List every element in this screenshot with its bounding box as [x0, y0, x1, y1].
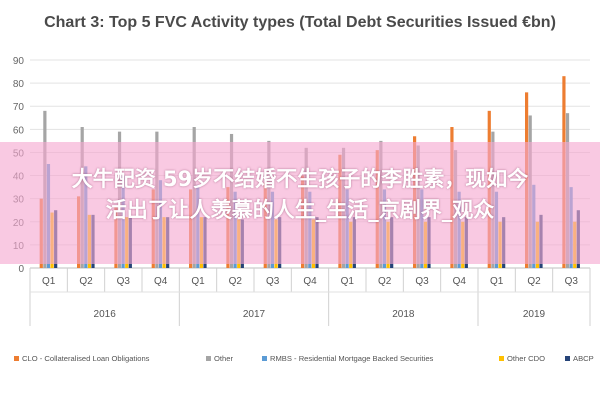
overlay-caption-line-1: 大牛配资 59岁不结婚不生孩子的李胜素，现如今: [71, 167, 529, 191]
legend-entry: ABCP: [573, 354, 594, 363]
legend-entry: CLO - Collateralised Loan Obligations: [22, 354, 150, 363]
x-tick-label: Q2: [527, 276, 541, 287]
x-tick-label: Q4: [154, 276, 168, 287]
legend-swatch: [565, 356, 570, 361]
overlay-banner: [0, 142, 600, 264]
year-label: 2018: [392, 309, 415, 320]
legend-entry: RMBS - Residential Mortgage Backed Secur…: [270, 354, 434, 363]
year-label: 2019: [523, 309, 546, 320]
x-tick-label: Q3: [117, 276, 131, 287]
y-tick-label: 90: [13, 56, 25, 67]
legend-swatch: [499, 356, 504, 361]
x-tick-label: Q2: [79, 276, 93, 287]
overlay-caption-line-2: 活出了让人羡慕的人生_生活_京剧界_观众: [105, 198, 495, 222]
y-tick-label: 60: [13, 125, 25, 136]
legend-swatch: [14, 356, 19, 361]
y-tick-label: 70: [13, 102, 25, 113]
x-tick-label: Q3: [266, 276, 280, 287]
x-tick-label: Q1: [191, 276, 205, 287]
legend-entry: Other: [214, 354, 233, 363]
x-tick-label: Q3: [565, 276, 579, 287]
y-tick-label: 80: [13, 79, 25, 90]
x-tick-label: Q1: [341, 276, 355, 287]
y-tick-label: 0: [18, 264, 24, 275]
x-tick-label: Q2: [229, 276, 243, 287]
legend-swatch: [262, 356, 267, 361]
x-tick-label: Q3: [415, 276, 429, 287]
legend-entry: Other CDO: [507, 354, 545, 363]
overlay-caption[interactable]: 大牛配资 59岁不结婚不生孩子的李胜素，现如今 活出了让人羡慕的人生_生活_京剧…: [0, 164, 600, 226]
legend-swatch: [206, 356, 211, 361]
x-tick-label: Q1: [490, 276, 504, 287]
year-label: 2017: [243, 309, 266, 320]
x-tick-label: Q1: [42, 276, 56, 287]
x-tick-label: Q4: [303, 276, 317, 287]
year-label: 2016: [94, 309, 117, 320]
chart-title: Chart 3: Top 5 FVC Activity types (Total…: [44, 14, 556, 31]
x-tick-label: Q2: [378, 276, 392, 287]
x-tick-label: Q4: [453, 276, 467, 287]
